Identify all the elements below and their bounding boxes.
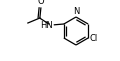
Text: Cl: Cl — [90, 33, 98, 43]
Text: N: N — [73, 7, 79, 16]
Text: O: O — [38, 0, 44, 7]
Text: HN: HN — [40, 21, 52, 30]
